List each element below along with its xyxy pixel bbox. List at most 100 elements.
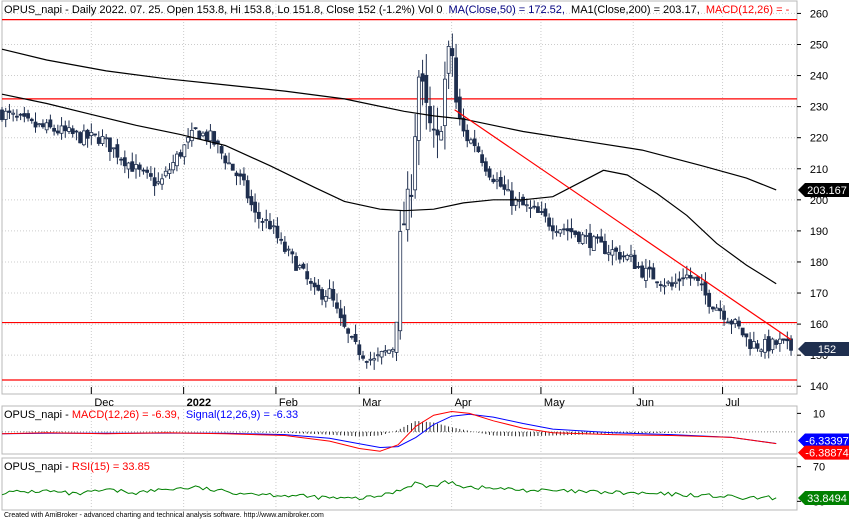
time-tick-label: Mar: [362, 397, 381, 409]
candle-body: [383, 350, 388, 353]
ma200-badge-label: 203.167: [807, 185, 847, 197]
candle-body: [454, 57, 458, 103]
candle-body: [130, 161, 135, 172]
time-tick-label: May: [544, 397, 565, 409]
candle-body: [547, 217, 552, 227]
candle-body: [368, 358, 373, 361]
price-pane-frame: [1, 0, 798, 395]
candle-body: [725, 321, 730, 324]
macd-badge-shape: [798, 445, 849, 460]
candle-body: [524, 204, 529, 207]
candle-body: [361, 355, 365, 359]
candle-body: [692, 276, 697, 279]
candle-body: [335, 302, 339, 309]
candle-body: [554, 231, 559, 234]
footer-credit: Created with AmiBroker - advanced charti…: [4, 512, 324, 519]
signal-badge-label: -6.33397: [805, 436, 848, 448]
candle-body: [751, 341, 756, 349]
candle-body: [532, 205, 537, 208]
candle-body: [327, 288, 332, 299]
candle-body: [33, 121, 38, 128]
candle-body: [108, 137, 112, 152]
candle-body: [290, 251, 295, 255]
candle-body: [763, 339, 767, 353]
candle-body: [476, 146, 481, 153]
candle-body: [543, 208, 548, 217]
candle-body: [405, 188, 410, 231]
candle-body: [376, 354, 380, 357]
candle-body: [684, 274, 689, 279]
candle-body: [85, 129, 90, 139]
candle-body: [182, 144, 187, 158]
macd-header-trunc: MACD(12,26) = -: [706, 4, 790, 16]
moving-averages: [1, 48, 777, 285]
candle-body: [48, 119, 53, 128]
candle-body: [152, 177, 157, 187]
candle-body: [606, 252, 611, 255]
candle-body: [696, 276, 700, 281]
candle-body: [189, 129, 194, 142]
time-tick-label: Apr: [455, 397, 472, 409]
candle-body: [610, 249, 615, 256]
candle-body: [580, 234, 585, 244]
candle-body: [755, 343, 760, 349]
candle-body: [759, 349, 764, 352]
candle-body: [402, 223, 406, 226]
close-badge-shape: [798, 341, 849, 356]
candle-body: [670, 282, 674, 287]
candle-body: [115, 144, 120, 158]
time-tick-label: Feb: [279, 397, 298, 409]
candle-body: [409, 194, 414, 197]
price-tick-label: 230: [810, 102, 828, 114]
candle-body: [569, 228, 574, 233]
candle-body: [238, 173, 243, 177]
candle-body: [256, 211, 261, 219]
candle-body: [394, 321, 399, 353]
candle-body: [737, 320, 741, 327]
grid: [2, 1, 797, 510]
candle-body: [316, 284, 321, 291]
candle-body: [521, 196, 525, 206]
ma200-line: [1, 48, 777, 191]
rsi-badge: 33.8494: [798, 490, 849, 505]
candle-body: [268, 220, 272, 230]
candle-body: [591, 236, 596, 251]
candle-body: [67, 127, 71, 132]
candle-body: [625, 255, 630, 260]
candle-body: [26, 113, 30, 119]
candle-body: [29, 118, 34, 122]
ma50-line: [1, 93, 777, 285]
price-tick-label: 180: [810, 257, 828, 269]
price-tick-label: 160: [810, 319, 828, 331]
candle-body: [718, 308, 723, 312]
candle-body: [469, 139, 473, 144]
candle-body: [204, 131, 209, 141]
price-tick-label: 240: [810, 71, 828, 83]
trendline: [454, 109, 792, 341]
candle-body: [338, 308, 343, 319]
candle-body: [346, 328, 351, 334]
candle-body: [785, 338, 790, 342]
candle-body: [167, 169, 172, 174]
price-tick-label: 200: [810, 195, 828, 207]
candle-body: [171, 162, 176, 171]
macd-line: [1, 410, 777, 452]
candle-body: [342, 314, 347, 327]
price-tick-label: 220: [810, 133, 828, 145]
candle-body: [461, 117, 466, 132]
candle-body: [175, 153, 179, 167]
candle-body: [134, 164, 138, 170]
close-badge-label: 152: [818, 344, 836, 356]
candle-body: [636, 266, 641, 268]
candle-body: [789, 338, 793, 351]
candle-body: [260, 221, 265, 223]
candle-body: [424, 74, 429, 103]
candle-body: [208, 130, 213, 142]
rsi-badge-shape: [798, 490, 849, 505]
candle-body: [770, 338, 775, 351]
candle-body: [282, 241, 287, 252]
candle-body: [599, 236, 604, 243]
candle-body: [517, 199, 522, 202]
candle-body: [271, 225, 276, 228]
